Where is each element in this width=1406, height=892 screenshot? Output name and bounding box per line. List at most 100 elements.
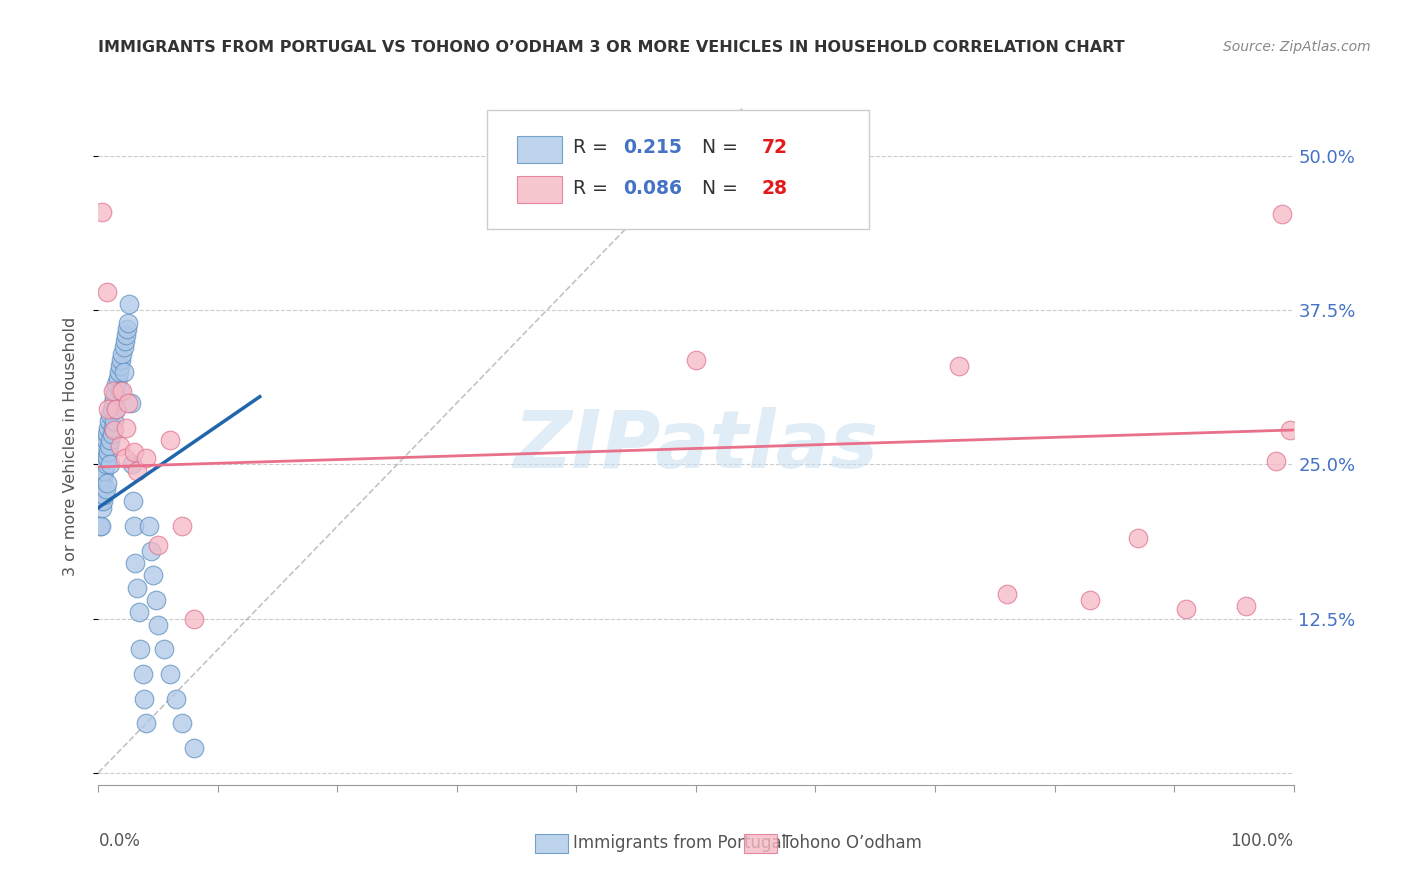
Point (100, 426, 122, 441)
Point (96, 426, 118, 441)
Point (91, 204, 114, 219)
Point (138, 519, 160, 533)
Point (128, 606, 150, 620)
Point (132, 691, 155, 706)
Point (96, 285, 118, 299)
Text: IMMIGRANTS FROM PORTUGAL VS TOHONO O’ODHAM 3 OR MORE VEHICLES IN HOUSEHOLD CORRE: IMMIGRANTS FROM PORTUGAL VS TOHONO O’ODH… (98, 40, 1125, 55)
Text: 0.0%: 0.0% (98, 832, 141, 850)
Point (139, 543, 162, 558)
Point (142, 568, 165, 582)
Point (100, 402, 122, 417)
Point (90, 458, 112, 472)
Point (159, 433, 181, 447)
Point (135, 716, 157, 731)
Point (93, 439, 115, 453)
Text: 72: 72 (762, 138, 787, 157)
Point (89, 519, 111, 533)
Point (120, 396, 142, 410)
Point (91, 494, 114, 508)
Point (1175, 601, 1198, 615)
Point (129, 642, 152, 657)
Text: Source: ZipAtlas.com: Source: ZipAtlas.com (1223, 40, 1371, 54)
Point (117, 316, 139, 330)
Point (165, 691, 187, 706)
Point (96, 475, 118, 490)
Point (115, 328, 138, 343)
Point (96, 451, 118, 466)
Point (1234, 599, 1257, 614)
Text: N =: N = (690, 138, 744, 157)
Point (98, 433, 122, 447)
Point (103, 390, 125, 404)
Point (91, 475, 114, 490)
Point (1278, 423, 1301, 437)
Point (183, 611, 205, 625)
Point (90, 470, 112, 484)
Point (105, 402, 128, 417)
FancyBboxPatch shape (744, 834, 778, 853)
Point (98, 414, 121, 428)
Text: N =: N = (690, 179, 744, 198)
Text: R =: R = (572, 138, 614, 157)
Point (112, 365, 135, 379)
FancyBboxPatch shape (534, 834, 568, 853)
Point (125, 464, 148, 478)
FancyBboxPatch shape (517, 136, 562, 162)
Point (94, 433, 117, 447)
Point (117, 396, 139, 410)
Point (103, 423, 125, 437)
Point (115, 322, 138, 336)
Point (97, 445, 120, 459)
Point (114, 451, 136, 466)
Point (94, 458, 117, 472)
Text: 28: 28 (762, 179, 787, 198)
Point (91, 451, 114, 466)
Text: ZIPatlas: ZIPatlas (513, 407, 879, 485)
Text: R =: R = (572, 179, 614, 198)
Point (107, 365, 129, 379)
Point (145, 593, 167, 607)
Point (101, 420, 124, 434)
Point (90, 519, 112, 533)
Point (115, 420, 138, 434)
Point (89, 482, 111, 496)
Point (148, 617, 170, 632)
Point (93, 464, 115, 478)
Point (995, 587, 1018, 601)
Point (172, 519, 194, 533)
Point (1264, 454, 1286, 468)
Point (1080, 593, 1102, 607)
Point (91, 445, 114, 459)
Point (111, 384, 134, 398)
Y-axis label: 3 or more Vehicles in Household: 3 or more Vehicles in Household (63, 317, 77, 575)
Text: Immigrants from Portugal: Immigrants from Portugal (572, 834, 786, 852)
Point (124, 445, 146, 459)
Point (104, 384, 127, 398)
Point (108, 384, 131, 398)
Point (124, 556, 146, 570)
Point (91, 470, 114, 484)
Point (685, 352, 707, 367)
Text: 0.086: 0.086 (623, 179, 682, 198)
Point (98, 439, 121, 453)
Point (148, 538, 170, 552)
Point (110, 352, 132, 367)
Point (105, 402, 128, 417)
Point (105, 377, 128, 392)
Point (108, 439, 131, 453)
Point (97, 402, 120, 417)
FancyBboxPatch shape (486, 111, 869, 229)
Point (131, 667, 153, 681)
Text: Tohono O’odham: Tohono O’odham (782, 834, 922, 852)
Point (159, 667, 181, 681)
Point (153, 642, 176, 657)
Point (91, 500, 114, 515)
Text: 0.215: 0.215 (623, 138, 682, 157)
Point (93, 488, 115, 502)
Point (124, 519, 146, 533)
Point (1128, 532, 1150, 546)
Point (112, 340, 135, 354)
FancyBboxPatch shape (517, 177, 562, 203)
Point (125, 581, 148, 595)
Point (114, 334, 136, 349)
